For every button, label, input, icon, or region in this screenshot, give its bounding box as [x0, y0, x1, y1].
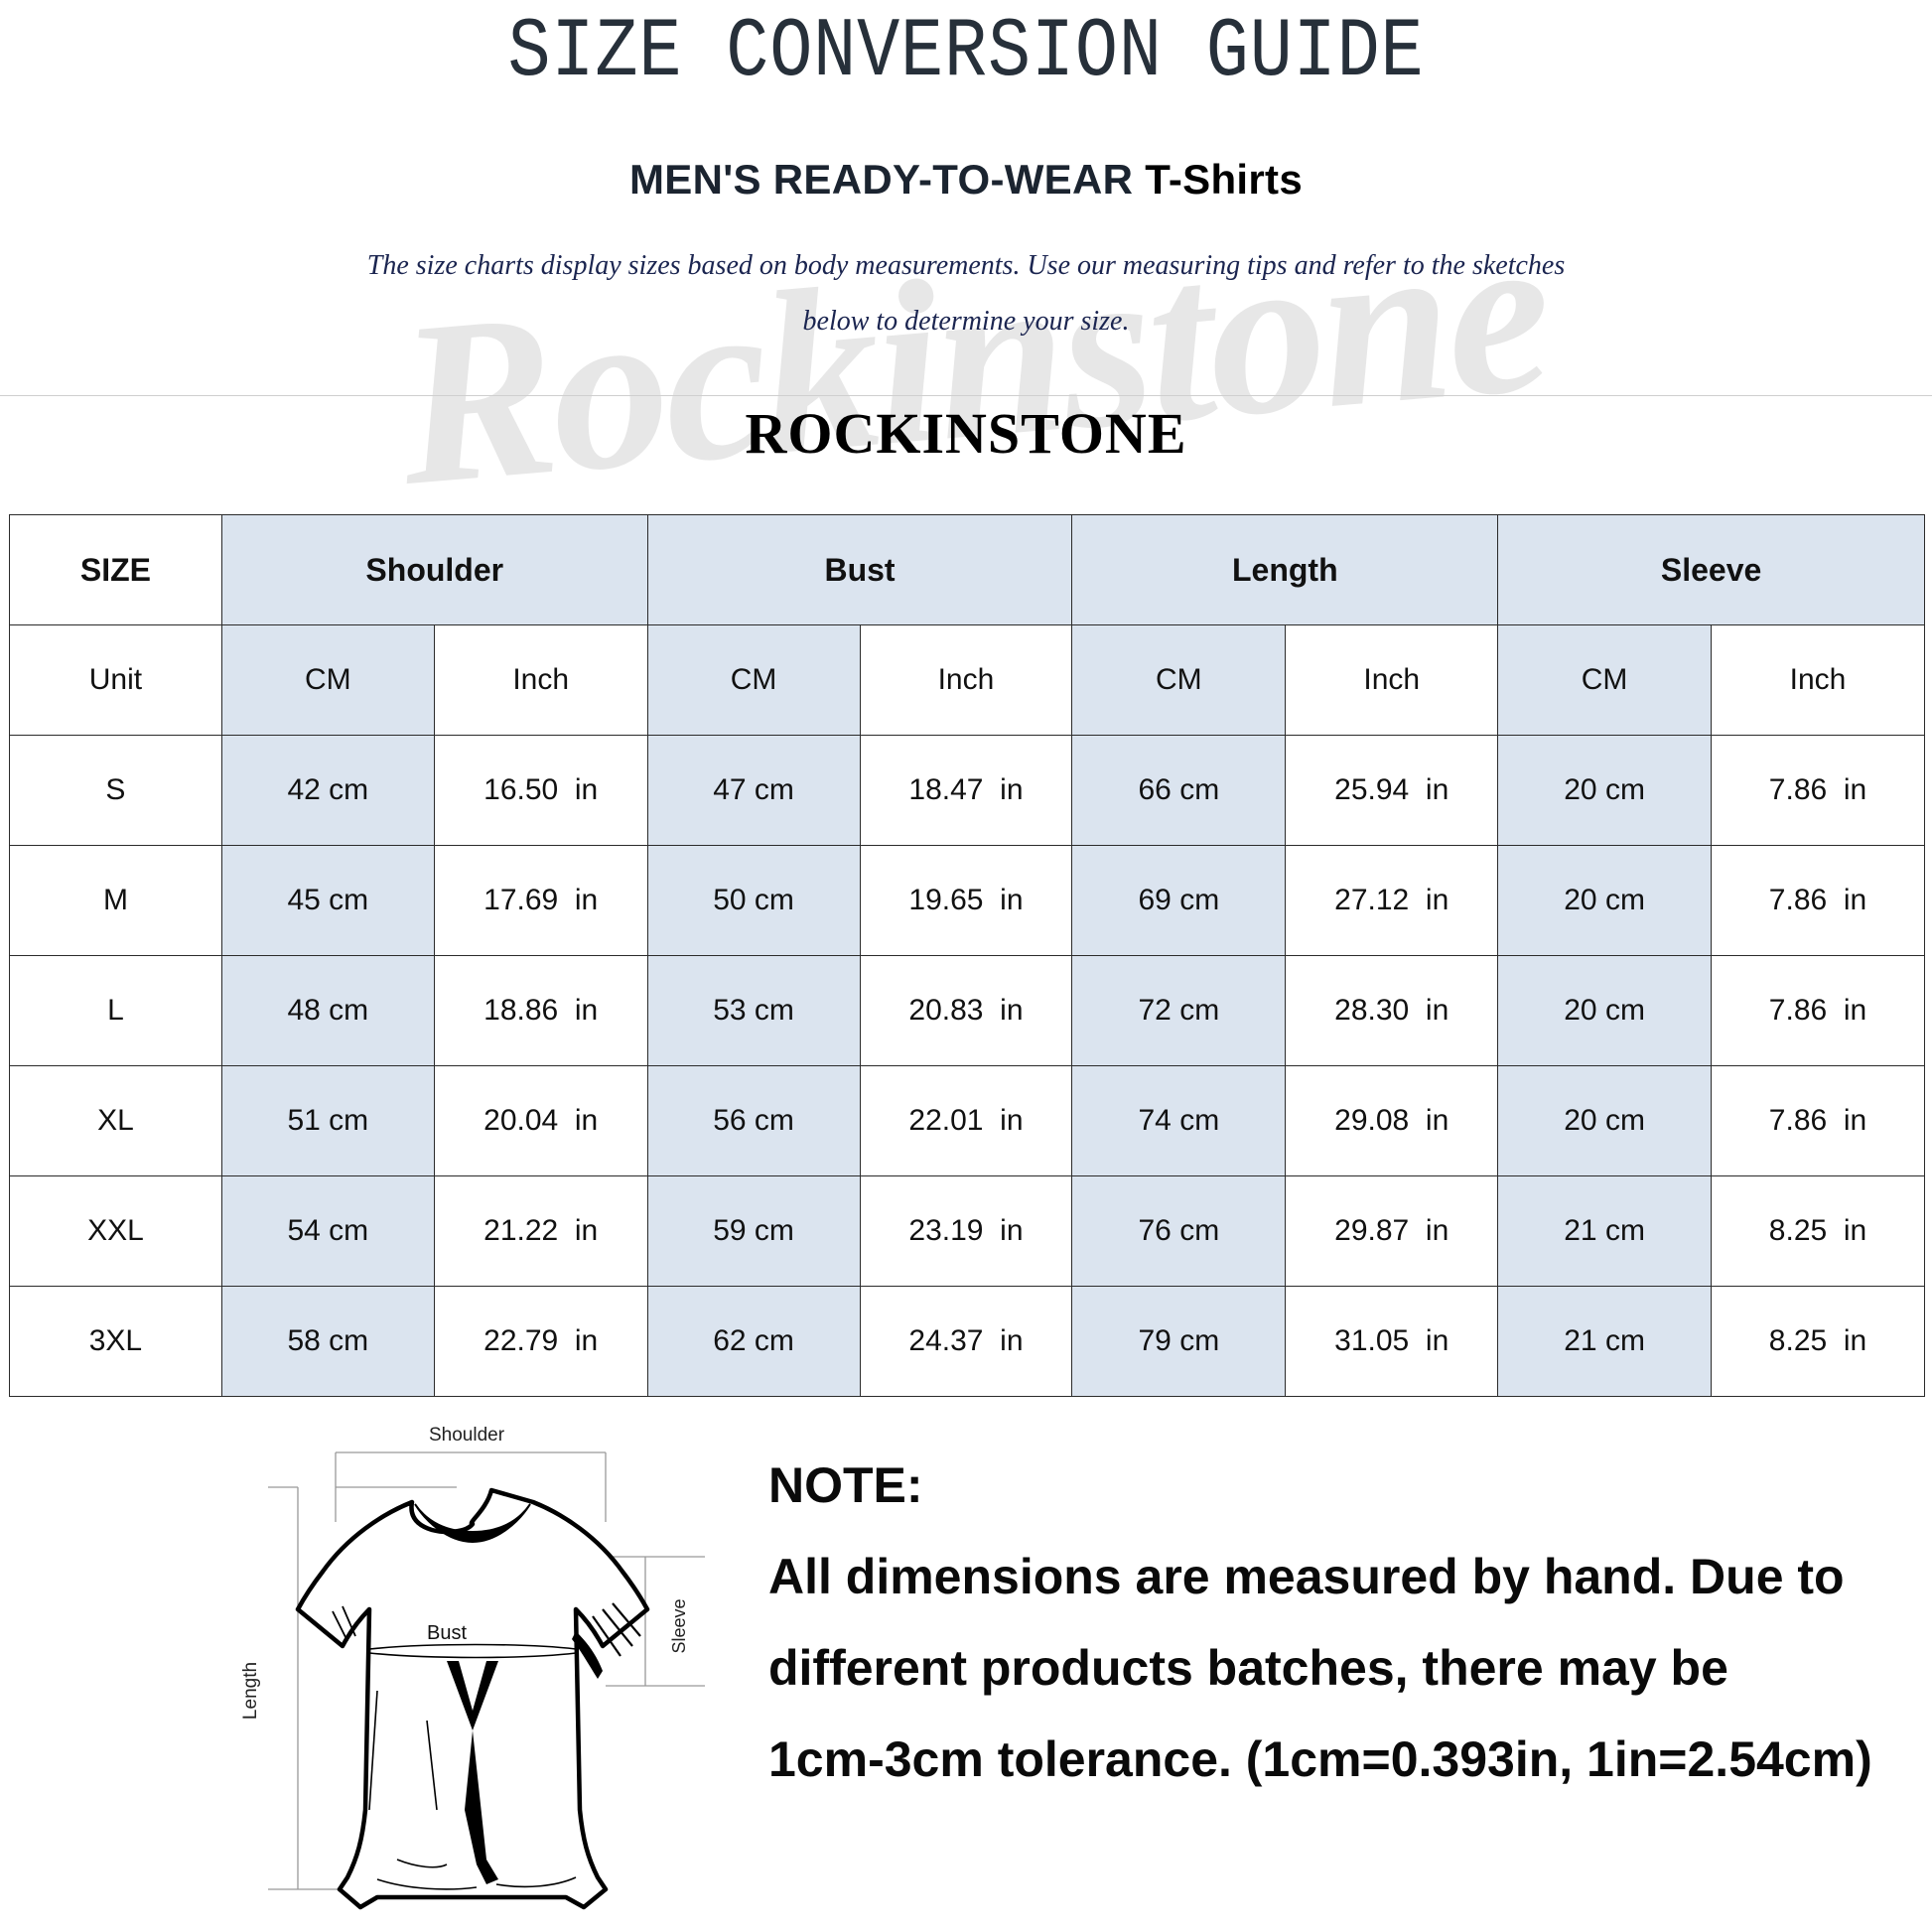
svg-text:Sleeve: Sleeve: [669, 1598, 689, 1653]
svg-text:Shoulder: Shoulder: [429, 1425, 505, 1446]
svg-text:Bust: Bust: [427, 1622, 467, 1644]
svg-text:Length: Length: [240, 1662, 261, 1720]
